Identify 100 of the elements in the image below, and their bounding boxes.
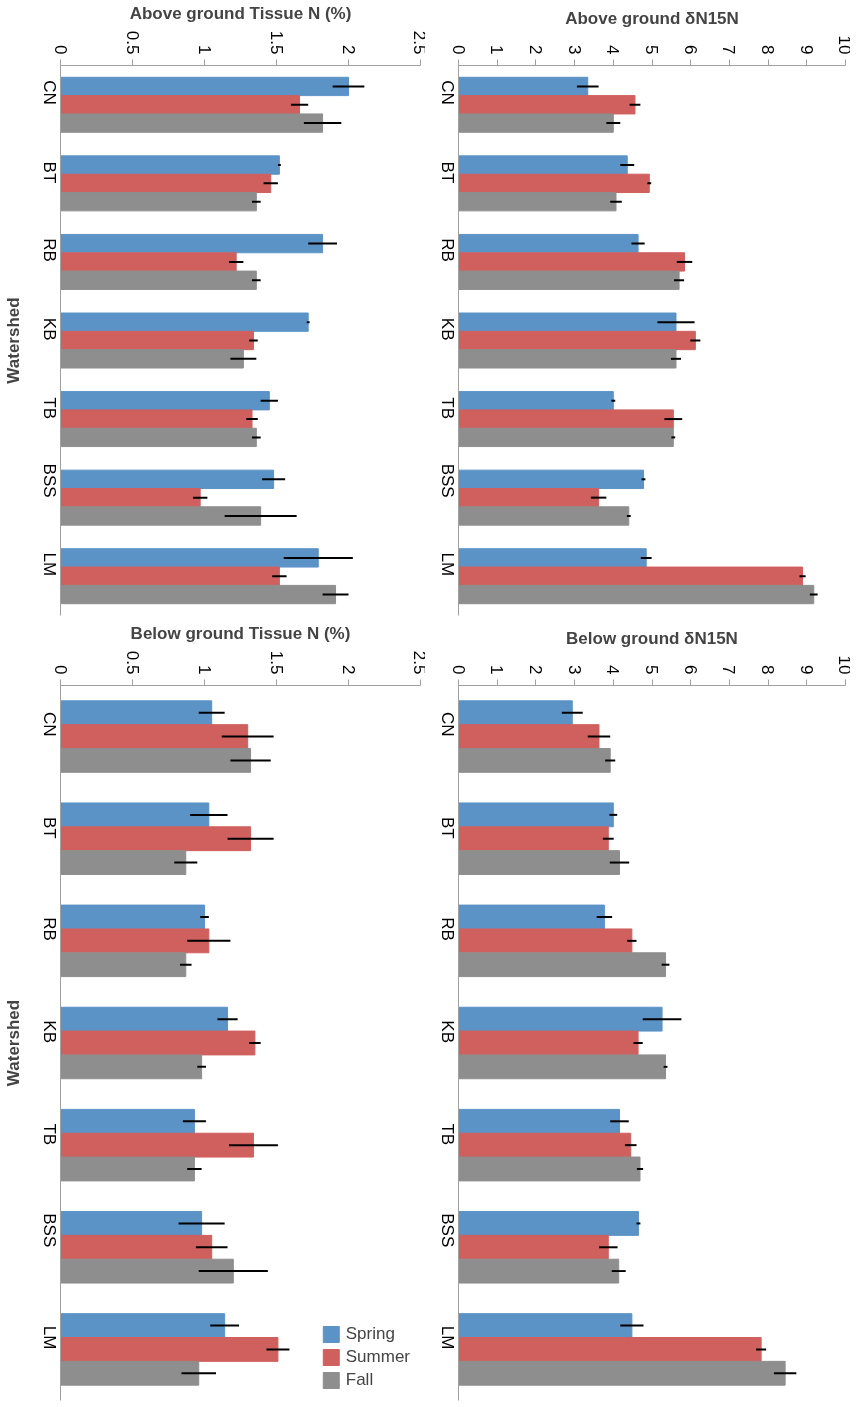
bar	[60, 1258, 234, 1284]
bar	[60, 700, 213, 726]
bar	[60, 487, 201, 508]
y-tick-label: CN	[438, 712, 457, 737]
bar	[458, 904, 605, 930]
x-tick-label: 7	[719, 45, 739, 55]
y-tick-label: BT	[438, 161, 457, 184]
bar	[458, 1108, 620, 1134]
bar	[60, 192, 257, 212]
y-tick-label: BSS	[40, 1213, 59, 1248]
bar	[458, 113, 614, 133]
x-tick-label: 2	[338, 45, 358, 55]
bar	[60, 409, 253, 429]
x-axis-title: Above ground Tissue N (%)	[129, 3, 352, 23]
bar	[458, 584, 815, 605]
x-tick-label: 1	[487, 45, 507, 55]
bar	[458, 747, 611, 773]
x-tick-label: 6	[680, 45, 700, 55]
x-tick-label: 7	[719, 665, 739, 675]
bar	[458, 952, 667, 978]
x-tick-label: 0.5	[122, 30, 142, 55]
legend-label: Fall	[345, 1370, 374, 1390]
bar	[60, 1030, 256, 1056]
bar	[60, 928, 210, 954]
bar	[60, 1006, 229, 1032]
x-tick-label: 2	[525, 45, 545, 55]
bar	[458, 850, 620, 875]
y-tick-label: BT	[40, 816, 59, 839]
y-tick-label: LM	[40, 552, 59, 577]
bar	[458, 76, 589, 97]
x-tick-label: 2	[338, 665, 358, 675]
y-tick-label: BSS	[438, 463, 457, 498]
y-tick-label: RB	[40, 917, 59, 941]
x-tick-label: 1	[194, 45, 214, 55]
bar	[60, 1132, 254, 1158]
bar	[60, 566, 280, 586]
bar	[60, 349, 244, 369]
bar	[60, 155, 280, 175]
bar	[458, 252, 686, 272]
bar	[458, 233, 639, 254]
y-tick-label: CN	[438, 80, 457, 105]
bar	[60, 747, 252, 773]
bar	[458, 1156, 641, 1182]
bar	[60, 113, 324, 133]
bar	[458, 1313, 633, 1339]
y-tick-label: KB	[438, 1020, 457, 1044]
x-tick-label: 0	[50, 665, 70, 675]
x-tick-label: 1.5	[266, 650, 286, 675]
bar	[458, 173, 650, 194]
legend-label: Summer	[345, 1347, 410, 1367]
y-tick-label: BT	[438, 816, 457, 839]
y-tick-label: LM	[438, 1325, 457, 1350]
y-tick-label: BT	[40, 161, 59, 184]
y-axis-title: Watershed	[3, 297, 23, 384]
x-tick-label: 8	[758, 665, 778, 675]
bar	[458, 928, 633, 954]
x-tick-label: 0	[448, 45, 468, 55]
bar	[60, 312, 309, 332]
y-tick-label: LM	[438, 552, 457, 577]
bar	[60, 76, 349, 97]
bar	[458, 724, 600, 749]
x-tick-label: 9	[796, 45, 816, 55]
bar	[60, 233, 324, 254]
bar	[60, 584, 337, 605]
x-tick-label: 2	[525, 665, 545, 675]
x-tick-label: 4	[603, 665, 623, 675]
bar	[458, 1258, 620, 1284]
x-tick-label: 10	[834, 35, 854, 55]
bar	[60, 270, 257, 290]
bar	[60, 391, 270, 411]
bar	[458, 1054, 667, 1080]
y-tick-label: RB	[40, 238, 59, 262]
bar	[458, 566, 804, 586]
bar	[458, 312, 677, 332]
bar	[60, 427, 257, 448]
bar	[458, 192, 617, 212]
y-tick-label: KB	[40, 1020, 59, 1044]
bar	[60, 252, 237, 272]
bar	[60, 904, 205, 930]
y-tick-label: TB	[438, 397, 457, 420]
y-tick-label: RB	[438, 917, 457, 941]
x-tick-label: 0	[50, 45, 70, 55]
y-tick-label: CN	[40, 712, 59, 737]
bar	[458, 1211, 639, 1236]
bar	[458, 391, 614, 411]
x-tick-label: 10	[834, 655, 854, 675]
bar	[458, 349, 677, 369]
bar	[458, 548, 647, 568]
bar	[60, 1337, 279, 1362]
y-tick-label: BSS	[438, 1213, 457, 1248]
y-axis-title: Watershed	[3, 999, 23, 1087]
x-tick-label: 0	[448, 665, 468, 675]
y-tick-label: TB	[40, 1123, 59, 1146]
bar	[60, 952, 187, 978]
bar	[458, 700, 573, 726]
x-tick-label: 2.5	[409, 30, 429, 55]
bar	[60, 1108, 195, 1134]
x-tick-label: 0.5	[122, 650, 142, 675]
bar	[60, 95, 301, 115]
bar	[458, 469, 644, 489]
